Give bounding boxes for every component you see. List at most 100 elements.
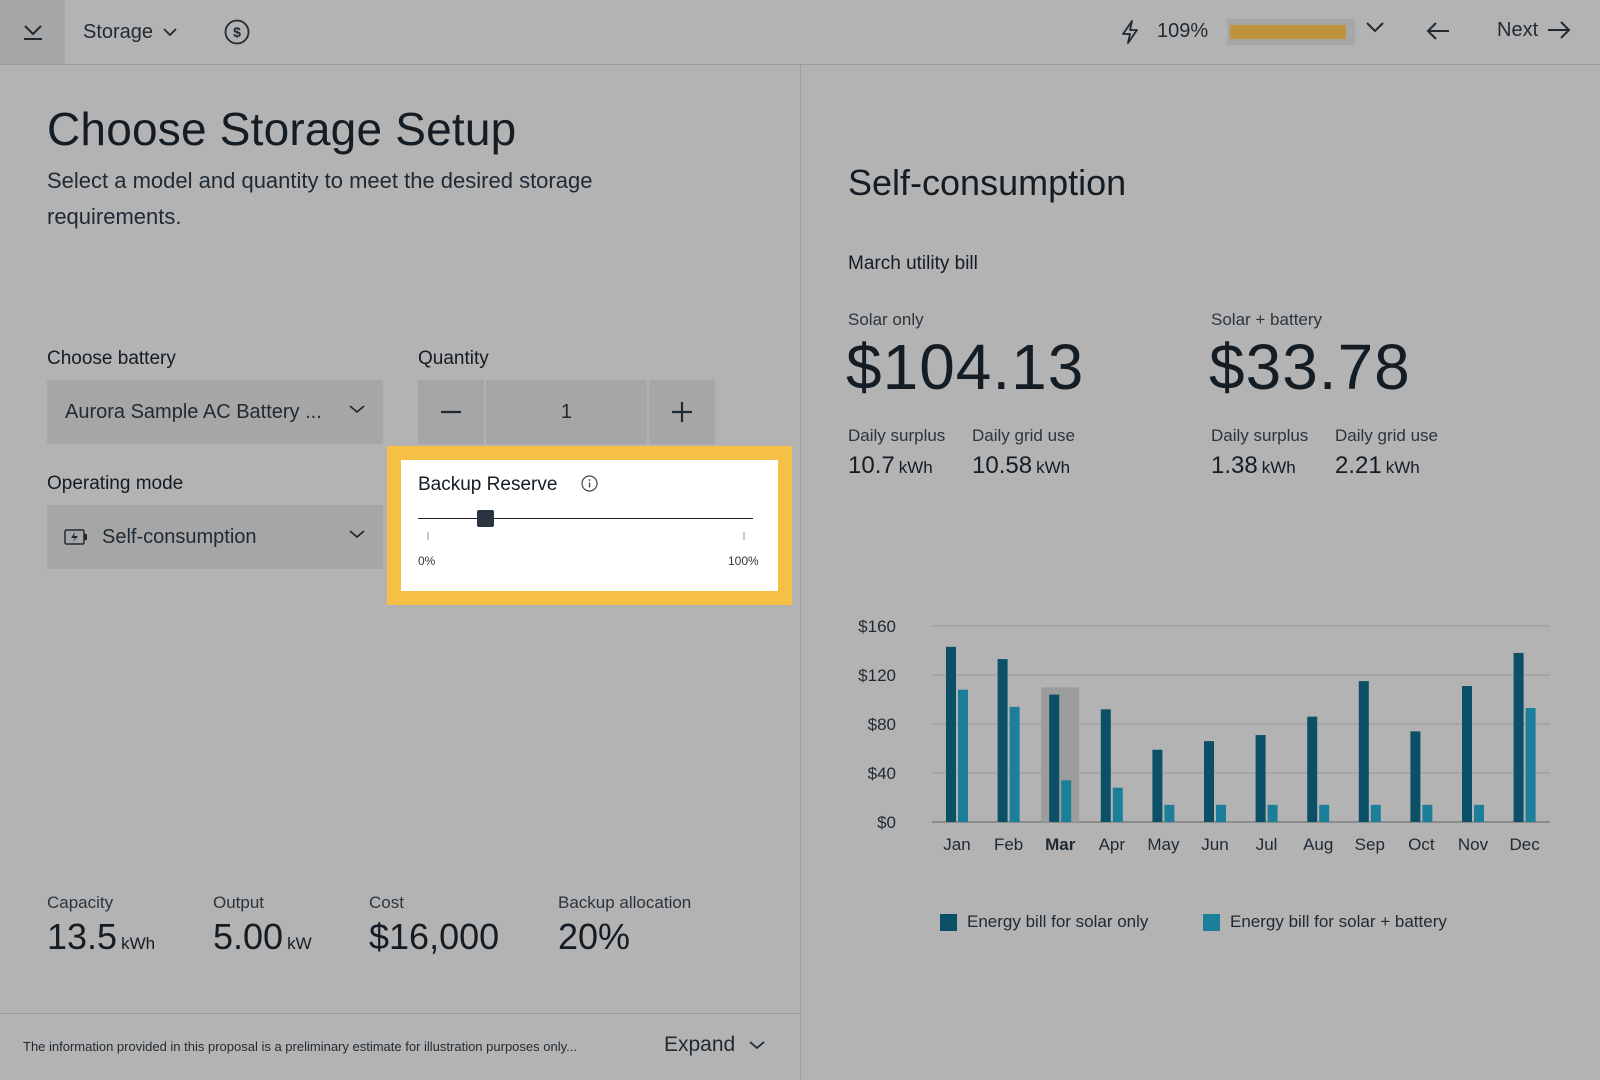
battery-value: Aurora Sample AC Battery ... bbox=[65, 400, 322, 423]
collapse-menu-button[interactable] bbox=[0, 0, 65, 64]
operating-mode-value: Self-consumption bbox=[102, 525, 257, 548]
self-consumption-title: Self-consumption bbox=[848, 162, 1127, 203]
solar-battery-surplus-value: 1.38 kWh bbox=[1211, 452, 1296, 480]
y-tick-label: $160 bbox=[858, 617, 896, 636]
bar-solar-only[interactable] bbox=[1307, 716, 1318, 822]
x-tick-label: Mar bbox=[1045, 835, 1076, 854]
solar-only-grid-number: 10.58 bbox=[972, 452, 1033, 479]
x-tick-label: Nov bbox=[1458, 835, 1489, 854]
energy-offset-progress bbox=[1227, 19, 1355, 45]
bar-solar-only[interactable] bbox=[1462, 686, 1472, 822]
page-title: Choose Storage Setup bbox=[47, 103, 517, 155]
energy-offset-progress-fill bbox=[1230, 25, 1346, 39]
bar-solar-battery[interactable] bbox=[1061, 780, 1072, 822]
solar-only-surplus-unit: kWh bbox=[898, 458, 933, 477]
legend-solar-battery: Energy bill for solar + battery bbox=[1203, 912, 1447, 932]
operating-mode-label: Operating mode bbox=[47, 473, 184, 494]
backup-allocation-number: 20% bbox=[558, 916, 631, 957]
chevron-down-icon bbox=[349, 405, 365, 414]
bar-solar-battery[interactable] bbox=[1474, 804, 1484, 822]
bar-solar-battery[interactable] bbox=[1216, 804, 1226, 822]
bar-solar-only[interactable] bbox=[1513, 652, 1524, 822]
bar-solar-only[interactable] bbox=[1255, 735, 1266, 822]
bar-solar-battery[interactable] bbox=[1267, 804, 1278, 822]
bar-solar-only[interactable] bbox=[1049, 694, 1060, 822]
info-icon[interactable] bbox=[581, 475, 598, 492]
operating-mode-select[interactable]: Self-consumption bbox=[47, 505, 383, 569]
solar-battery-surplus-label: Daily surplus bbox=[1211, 426, 1309, 445]
top-bar: Storage $ 109% Next bbox=[0, 0, 1600, 65]
legend-label-solar-only: Energy bill for solar only bbox=[967, 912, 1149, 931]
x-tick-label: Aug bbox=[1303, 835, 1333, 854]
legend-swatch-solar-only bbox=[940, 913, 957, 931]
chevron-down-icon bbox=[163, 28, 177, 37]
next-button[interactable]: Next bbox=[1497, 18, 1572, 42]
solar-battery-surplus-unit: kWh bbox=[1261, 458, 1296, 477]
storage-dropdown[interactable]: Storage bbox=[83, 18, 177, 46]
backup-reserve-slider-track[interactable] bbox=[418, 518, 753, 519]
bar-solar-only[interactable] bbox=[997, 659, 1008, 822]
battery-select[interactable]: Aurora Sample AC Battery ... bbox=[47, 380, 383, 444]
x-tick-label: Dec bbox=[1509, 835, 1540, 854]
quantity-decrement-button[interactable] bbox=[418, 380, 484, 444]
backup-reserve-card: Backup Reserve 0% 100% bbox=[401, 460, 778, 591]
svg-text:$: $ bbox=[233, 24, 241, 40]
bar-solar-only[interactable] bbox=[1410, 731, 1421, 822]
capacity-value: 13.5 kWh bbox=[47, 916, 155, 958]
bar-solar-battery[interactable] bbox=[1319, 804, 1330, 822]
x-tick-label: Apr bbox=[1099, 835, 1126, 854]
chevron-down-icon[interactable] bbox=[1366, 21, 1384, 33]
bar-solar-battery[interactable] bbox=[1422, 804, 1433, 822]
minus-icon bbox=[440, 410, 461, 414]
backup-reserve-label: Backup Reserve bbox=[418, 474, 558, 495]
bar-solar-battery[interactable] bbox=[1525, 708, 1536, 822]
output-number: 5.00 bbox=[213, 916, 284, 957]
solar-only-surplus-value: 10.7 kWh bbox=[848, 452, 933, 480]
bar-solar-only[interactable] bbox=[1100, 709, 1111, 822]
y-tick-label: $0 bbox=[877, 813, 896, 832]
bar-solar-only[interactable] bbox=[1358, 681, 1369, 822]
output-unit: kW bbox=[287, 934, 312, 953]
solar-only-surplus-number: 10.7 bbox=[848, 452, 895, 479]
bar-solar-only[interactable] bbox=[1204, 741, 1214, 822]
x-tick-label: Feb bbox=[994, 835, 1023, 854]
legend-swatch-solar-battery bbox=[1203, 913, 1220, 931]
slider-min-tick bbox=[427, 532, 429, 540]
x-tick-label: Sep bbox=[1355, 835, 1385, 854]
solar-only-label: Solar only bbox=[848, 310, 924, 329]
footer-divider bbox=[0, 1013, 800, 1014]
bar-solar-battery[interactable] bbox=[958, 689, 968, 822]
x-tick-label: May bbox=[1147, 835, 1180, 854]
cost-value: $16,000 bbox=[369, 916, 499, 958]
x-tick-label: Oct bbox=[1408, 835, 1435, 854]
quantity-label: Quantity bbox=[418, 348, 489, 369]
back-arrow-icon[interactable] bbox=[1425, 19, 1451, 43]
legend-solar-only: Energy bill for solar only bbox=[940, 912, 1148, 932]
bar-solar-battery[interactable] bbox=[1164, 804, 1175, 822]
capacity-unit: kWh bbox=[121, 934, 156, 953]
bar-solar-battery[interactable] bbox=[1370, 804, 1381, 822]
x-tick-label: Jan bbox=[943, 835, 970, 854]
storage-label: Storage bbox=[83, 20, 154, 43]
solar-battery-grid-value: 2.21 kWh bbox=[1335, 452, 1420, 480]
cost-label: Cost bbox=[369, 893, 404, 912]
y-tick-label: $120 bbox=[858, 666, 896, 685]
solar-battery-grid-unit: kWh bbox=[1385, 458, 1420, 477]
solar-only-amount: $104.13 bbox=[846, 331, 1085, 403]
energy-offset-percent: 109% bbox=[1157, 20, 1209, 42]
bar-solar-battery[interactable] bbox=[1009, 706, 1020, 822]
quantity-input[interactable]: 1 bbox=[485, 380, 648, 444]
expand-button[interactable]: Expand bbox=[664, 1033, 765, 1057]
chevron-down-bar-icon bbox=[23, 25, 42, 40]
battery-label: Choose battery bbox=[47, 348, 176, 369]
bar-solar-only[interactable] bbox=[946, 646, 956, 822]
solar-battery-amount: $33.78 bbox=[1209, 331, 1411, 403]
backup-reserve-slider-handle[interactable] bbox=[476, 510, 494, 527]
quantity-increment-button[interactable] bbox=[649, 380, 715, 444]
next-label: Next bbox=[1497, 18, 1539, 41]
slider-min-label: 0% bbox=[418, 554, 436, 568]
bar-solar-battery[interactable] bbox=[1112, 787, 1123, 822]
disclaimer-text: The information provided in this proposa… bbox=[23, 1039, 577, 1054]
bar-solar-only[interactable] bbox=[1152, 749, 1163, 822]
dollar-circle-icon[interactable]: $ bbox=[224, 19, 250, 45]
